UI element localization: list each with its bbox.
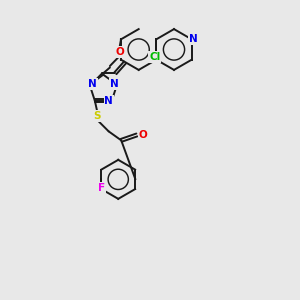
Text: N: N [88,79,97,89]
Text: S: S [94,111,101,121]
Text: O: O [139,130,147,140]
Text: N: N [110,79,118,89]
Text: O: O [115,47,124,57]
Text: N: N [104,96,113,106]
Text: F: F [98,183,105,193]
Text: N: N [189,34,197,44]
Text: Cl: Cl [149,52,160,62]
